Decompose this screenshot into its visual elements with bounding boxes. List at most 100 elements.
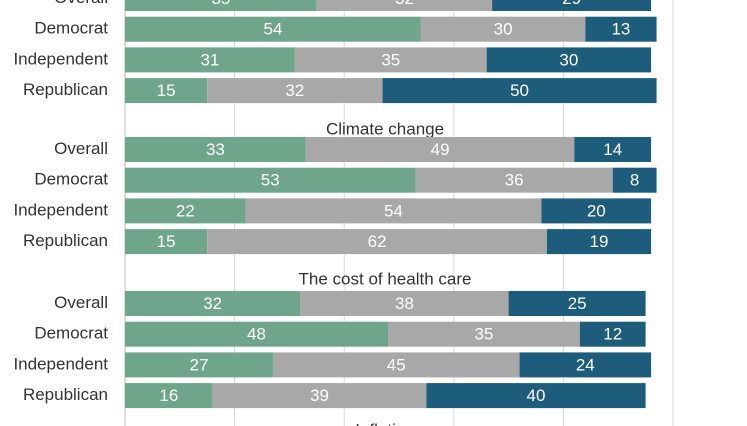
bar-segment	[294, 47, 487, 73]
data-label: 40	[527, 386, 546, 405]
row-label: Republican	[23, 385, 108, 404]
data-label: 15	[157, 81, 176, 100]
bar-segment	[125, 383, 213, 409]
row-label: Independent	[13, 49, 108, 68]
bar-segment	[486, 47, 652, 73]
data-label: 39	[310, 386, 329, 405]
group-title: Climate change	[326, 119, 444, 138]
bar-row: Republican 16 39 40	[23, 383, 646, 409]
data-label: 30	[559, 50, 578, 69]
data-label: 32	[203, 294, 222, 313]
data-label: 53	[261, 171, 280, 190]
bar-row: Democrat 53 36 8	[34, 167, 657, 193]
row-label: Republican	[23, 80, 108, 99]
data-label: 45	[387, 355, 406, 374]
row-label: Republican	[23, 231, 108, 250]
data-label: 16	[159, 386, 178, 405]
bar-row: Democrat 48 35 12	[34, 321, 646, 347]
bar-row: Independent 27 45 24	[13, 352, 652, 378]
data-label: 35	[381, 50, 400, 69]
row-label: Democrat	[34, 324, 108, 343]
bar-segment	[546, 229, 652, 255]
bar-segment	[125, 16, 421, 42]
bar-group: Overall 35 32 29 Democrat 54 30 13 Independent 31…	[13, 0, 657, 104]
bar-segment	[300, 291, 509, 316]
bar-segment	[519, 352, 652, 378]
bar-segment	[420, 16, 586, 42]
bar-group: The cost of health care Overall 32 38 25 Demo…	[13, 269, 652, 409]
row-label: Overall	[54, 293, 108, 312]
bar-segment	[212, 383, 427, 409]
bar-segment	[316, 0, 493, 11]
row-label: Overall	[54, 0, 108, 7]
bar-segment	[382, 78, 657, 104]
data-label: 15	[157, 232, 176, 251]
bar-segment	[305, 137, 575, 162]
bar-row: Independent 22 54 20	[13, 198, 652, 224]
bar-segment	[574, 137, 652, 162]
data-label: 30	[494, 20, 513, 39]
bar-segment	[125, 0, 317, 11]
data-label: 62	[368, 232, 387, 251]
data-label: 27	[190, 355, 209, 374]
data-label: 24	[576, 355, 595, 374]
bar-segment	[492, 0, 652, 11]
data-label: 13	[611, 20, 630, 39]
bar-segment	[426, 383, 646, 409]
bar-row: Overall 33 49 14	[54, 137, 652, 162]
data-label: 14	[603, 140, 622, 159]
row-label: Overall	[54, 139, 108, 158]
data-label: 8	[630, 171, 639, 190]
data-label: 25	[568, 294, 587, 313]
bar-segment	[579, 321, 646, 347]
bar-segment	[388, 321, 580, 347]
data-label: 35	[474, 325, 493, 344]
bar-group: Inflation	[355, 420, 415, 426]
group-title: The cost of health care	[299, 269, 472, 288]
data-label: 19	[590, 232, 609, 251]
data-label: 32	[285, 81, 304, 100]
data-label: 22	[176, 201, 195, 220]
data-label: 33	[206, 140, 225, 159]
bar-row: Republican 15 62 19	[23, 229, 652, 255]
bar-segment	[272, 352, 520, 378]
data-label: 54	[263, 20, 282, 39]
bar-row: Overall 32 38 25	[54, 291, 646, 316]
bar-segment	[125, 229, 208, 255]
bar-segment	[125, 137, 306, 162]
bar-group: Climate change Overall 33 49 14 Democrat 53 36 8…	[13, 119, 657, 255]
data-label: 54	[384, 201, 403, 220]
bar-row: Independent 31 35 30	[13, 47, 652, 73]
row-label: Democrat	[34, 19, 108, 38]
bar-segment	[125, 321, 389, 347]
data-label: 29	[562, 0, 581, 8]
bar-segment	[508, 291, 646, 316]
bar-segment	[207, 229, 547, 255]
bar-segment	[612, 167, 657, 193]
bar-segment	[245, 198, 542, 224]
row-label: Democrat	[34, 170, 108, 189]
bar-segment	[125, 198, 246, 224]
data-label: 36	[505, 171, 524, 190]
data-label: 20	[587, 201, 606, 220]
bar-segment	[125, 167, 416, 193]
bar-segment	[125, 352, 273, 378]
bar-segment	[585, 16, 657, 42]
data-label: 31	[200, 50, 219, 69]
data-label: 32	[395, 0, 414, 8]
data-label: 49	[431, 140, 450, 159]
bar-segment	[207, 78, 383, 104]
bar-segment	[125, 291, 301, 316]
data-label: 50	[510, 81, 529, 100]
data-label: 35	[211, 0, 230, 8]
bar-row: Democrat 54 30 13	[34, 16, 657, 42]
data-label: 12	[603, 325, 622, 344]
bar-row: Overall 35 32 29	[54, 0, 652, 11]
bar-segment	[125, 47, 295, 73]
row-label: Independent	[13, 354, 108, 373]
bar-row: Republican 15 32 50	[23, 78, 657, 104]
group-title: Inflation	[355, 420, 415, 426]
data-label: 48	[247, 325, 266, 344]
